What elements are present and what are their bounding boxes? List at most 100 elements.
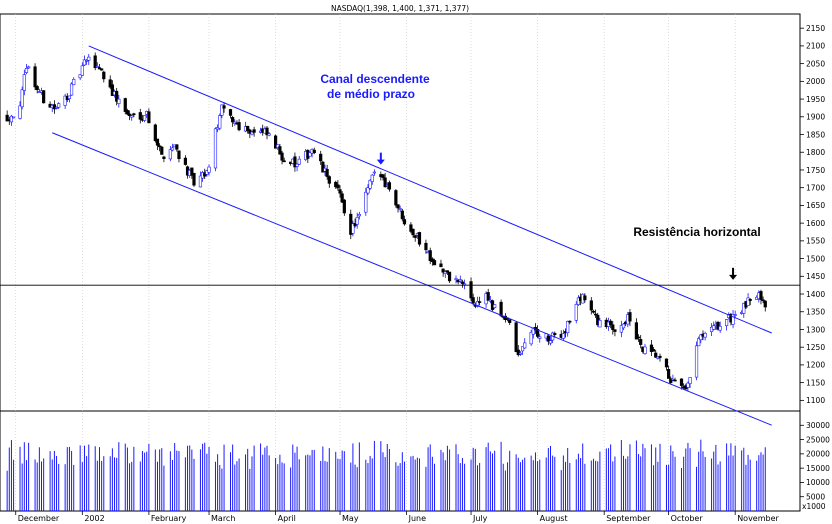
candle-body bbox=[718, 326, 722, 331]
candle-body bbox=[536, 329, 540, 337]
candle-body bbox=[340, 193, 344, 203]
candle-body bbox=[716, 322, 720, 330]
candle-body bbox=[127, 113, 132, 116]
candle-body bbox=[520, 346, 525, 352]
candle-body bbox=[748, 299, 752, 301]
candle-body bbox=[628, 312, 632, 322]
candle-body bbox=[499, 301, 503, 317]
candle-body bbox=[486, 292, 490, 301]
price-tick-label: 1900 bbox=[806, 113, 825, 122]
candle-body bbox=[9, 115, 14, 123]
volume-tick-label: 25000 bbox=[806, 435, 830, 444]
candle-body bbox=[355, 217, 359, 225]
candle-body bbox=[170, 147, 175, 151]
candle-body bbox=[523, 342, 527, 349]
candle-body bbox=[207, 166, 211, 173]
candle-body bbox=[679, 378, 684, 386]
arrow-head bbox=[729, 274, 738, 280]
candle-body bbox=[35, 86, 39, 91]
annotation-channel-line1: Canal descendente bbox=[320, 72, 430, 86]
candle-body bbox=[325, 169, 329, 177]
candle-body bbox=[132, 113, 136, 116]
candle-body bbox=[553, 333, 557, 335]
month-label: April bbox=[278, 514, 296, 523]
candle-body bbox=[11, 116, 16, 119]
candle-body bbox=[387, 182, 392, 190]
candle-body bbox=[18, 105, 22, 119]
candle-body bbox=[364, 191, 368, 213]
price-tick-label: 1200 bbox=[806, 361, 825, 370]
price-tick-label: 2000 bbox=[806, 77, 825, 86]
candle-body bbox=[634, 322, 639, 340]
month-label: October bbox=[671, 514, 704, 523]
price-candles bbox=[5, 52, 767, 391]
candle-body bbox=[654, 352, 658, 358]
candle-body bbox=[445, 270, 450, 273]
candle-body bbox=[142, 115, 147, 121]
candle-body bbox=[568, 320, 572, 323]
candle-body bbox=[319, 153, 323, 162]
candle-body bbox=[733, 314, 737, 316]
candle-body bbox=[441, 268, 445, 273]
candle-body bbox=[192, 172, 196, 186]
price-axis: 1100 1150 1200 1250 1300 1350 1400 1450 1500 1550… bbox=[800, 24, 825, 405]
candle-body bbox=[93, 55, 97, 69]
candle-body bbox=[108, 79, 112, 88]
candle-body bbox=[593, 313, 598, 316]
candle-body bbox=[42, 90, 46, 104]
candle-body bbox=[619, 325, 623, 333]
channel-lower-line bbox=[52, 132, 772, 426]
candle-body bbox=[664, 358, 669, 368]
candle-body bbox=[671, 378, 675, 381]
candle-body bbox=[117, 98, 121, 104]
candle-body bbox=[22, 74, 26, 91]
candle-body bbox=[583, 295, 587, 301]
candle-body bbox=[265, 127, 269, 136]
candle-body bbox=[63, 95, 67, 106]
candle-body bbox=[125, 110, 130, 115]
volume-axis: 5000 10000 15000 20000 25000 30000 bbox=[800, 421, 830, 502]
candle-body bbox=[33, 66, 37, 88]
candle-body bbox=[130, 115, 134, 118]
volume-tick-label: 15000 bbox=[806, 464, 830, 473]
candle-body bbox=[394, 190, 398, 206]
candle-body bbox=[274, 135, 278, 149]
price-tick-label: 1700 bbox=[806, 183, 825, 192]
candle-body bbox=[100, 68, 104, 71]
candle-body bbox=[742, 303, 746, 314]
price-tick-label: 2050 bbox=[806, 59, 825, 68]
candle-body bbox=[454, 278, 458, 280]
candle-body bbox=[759, 291, 763, 300]
candle-body bbox=[508, 319, 512, 323]
candle-body bbox=[609, 320, 613, 326]
candle-body bbox=[439, 263, 443, 268]
candle-body bbox=[561, 333, 565, 339]
month-label: 2002 bbox=[84, 514, 104, 523]
candle-body bbox=[95, 66, 99, 68]
candle-body bbox=[312, 149, 316, 153]
candle-body bbox=[220, 104, 224, 116]
candle-body bbox=[725, 319, 729, 327]
price-tick-label: 1400 bbox=[806, 290, 825, 299]
candle-body bbox=[308, 152, 312, 157]
candle-body bbox=[228, 109, 233, 116]
candle-body bbox=[518, 352, 523, 355]
candle-body bbox=[643, 346, 647, 354]
month-label: September bbox=[606, 514, 651, 523]
candle-body bbox=[761, 299, 765, 302]
candle-body bbox=[432, 260, 437, 266]
candle-body bbox=[460, 281, 465, 284]
candle-body bbox=[381, 174, 385, 178]
candle-body bbox=[400, 210, 404, 220]
volume-tick-label: 20000 bbox=[806, 450, 830, 459]
price-tick-label: 1500 bbox=[806, 254, 825, 263]
candle-body bbox=[282, 160, 286, 163]
candle-body bbox=[237, 122, 241, 131]
candle-body bbox=[327, 176, 331, 184]
candle-body bbox=[20, 89, 24, 108]
month-label: June bbox=[408, 514, 427, 523]
candle-body bbox=[694, 345, 699, 378]
candle-body bbox=[366, 187, 370, 194]
candle-body bbox=[621, 323, 626, 329]
